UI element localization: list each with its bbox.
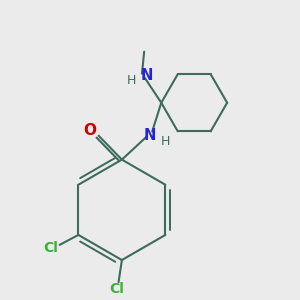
Text: H: H [127,74,136,86]
Text: N: N [140,68,153,83]
Text: H: H [160,135,170,148]
Text: Cl: Cl [109,282,124,296]
Text: Cl: Cl [44,241,58,255]
Text: O: O [84,123,97,138]
Text: N: N [144,128,156,143]
